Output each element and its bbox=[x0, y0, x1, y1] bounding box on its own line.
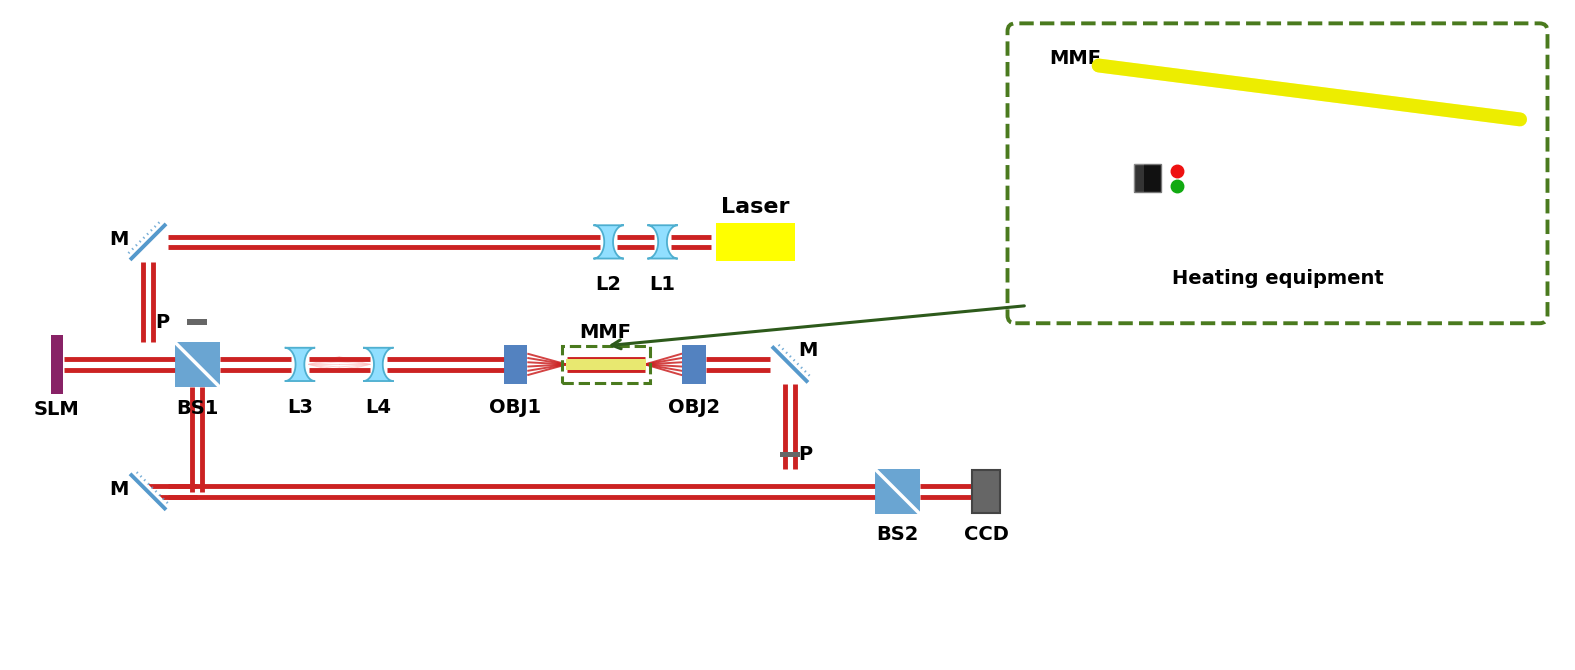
Bar bbox=[187, 320, 206, 325]
Polygon shape bbox=[364, 348, 394, 381]
Text: SLM: SLM bbox=[35, 400, 80, 419]
Bar bbox=[1134, 164, 1161, 192]
Bar bbox=[780, 452, 800, 458]
Text: M: M bbox=[109, 230, 128, 249]
Bar bbox=[50, 335, 63, 394]
Polygon shape bbox=[647, 225, 677, 259]
Polygon shape bbox=[285, 348, 315, 381]
Bar bbox=[972, 470, 1000, 513]
Text: CCD: CCD bbox=[964, 525, 1008, 544]
Text: L2: L2 bbox=[595, 275, 622, 294]
Bar bbox=[682, 345, 706, 384]
Text: P: P bbox=[156, 313, 170, 332]
Polygon shape bbox=[128, 222, 169, 263]
Text: Heating equipment: Heating equipment bbox=[1172, 269, 1383, 288]
Polygon shape bbox=[770, 344, 811, 385]
Bar bbox=[175, 342, 219, 387]
Polygon shape bbox=[594, 225, 624, 259]
Bar bbox=[565, 359, 646, 370]
Bar bbox=[562, 346, 650, 383]
Text: OBJ1: OBJ1 bbox=[490, 398, 542, 417]
Text: P: P bbox=[799, 445, 813, 464]
Text: MMF: MMF bbox=[1049, 49, 1101, 68]
Bar bbox=[717, 223, 795, 261]
Bar bbox=[876, 469, 920, 515]
Text: M: M bbox=[799, 340, 817, 360]
Bar bbox=[1134, 164, 1143, 192]
Text: MMF: MMF bbox=[580, 323, 632, 342]
Text: OBJ2: OBJ2 bbox=[668, 398, 720, 417]
Bar bbox=[504, 345, 528, 384]
Polygon shape bbox=[128, 472, 169, 513]
Text: Laser: Laser bbox=[721, 198, 791, 217]
Text: L1: L1 bbox=[649, 275, 676, 294]
Text: BS1: BS1 bbox=[176, 399, 219, 417]
Text: M: M bbox=[109, 480, 128, 499]
FancyBboxPatch shape bbox=[1008, 23, 1548, 323]
Text: BS2: BS2 bbox=[877, 525, 918, 544]
Text: L4: L4 bbox=[365, 398, 391, 417]
Text: L3: L3 bbox=[287, 398, 313, 417]
